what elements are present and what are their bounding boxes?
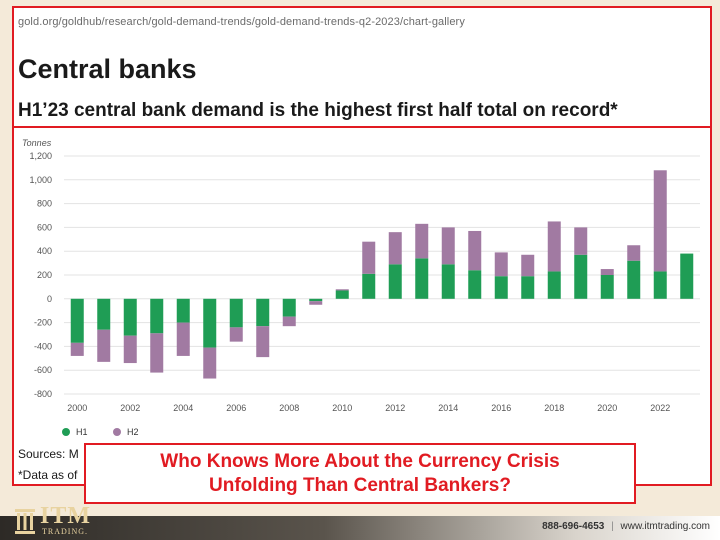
y-tick-label: 200 (37, 270, 52, 280)
contact-info: 888-696-4653 | www.itmtrading.com (542, 521, 710, 532)
x-tick-label: 2008 (279, 403, 299, 413)
y-tick-label: -600 (34, 365, 52, 375)
bar-h2 (123, 335, 137, 364)
bar-h1 (256, 298, 270, 327)
x-tick-label: 2004 (173, 403, 193, 413)
sources-note: Sources: M (18, 447, 79, 461)
callout-line-1: Who Knows More About the Currency Crisis (160, 450, 560, 472)
bar-h2 (97, 329, 111, 362)
bar-h1 (494, 276, 508, 299)
y-tick-label: 800 (37, 199, 52, 209)
central-bank-demand-chart: Tonnes1,2001,0008006004002000-200-400-60… (22, 138, 700, 437)
bar-h1 (97, 298, 111, 330)
bar-h1 (362, 273, 376, 299)
legend-h2-label: H2 (127, 427, 139, 437)
bar-h2 (627, 245, 641, 261)
itm-logo[interactable]: ITM TRADING. (8, 503, 100, 537)
y-tick-label: 0 (47, 294, 52, 304)
bar-h1 (574, 254, 588, 299)
bar-h1 (309, 298, 323, 302)
bar-h1 (150, 298, 164, 334)
bar-h2 (362, 241, 376, 274)
divider (12, 126, 712, 128)
bar-h2 (441, 227, 455, 265)
bar-h2 (256, 326, 270, 358)
legend-h1-label: H1 (76, 427, 88, 437)
bar-h2 (600, 269, 614, 275)
y-tick-label: -800 (34, 389, 52, 399)
bar-h2 (468, 230, 482, 271)
y-tick-label: -400 (34, 341, 52, 351)
bar-h2 (335, 289, 349, 291)
bar-h1 (335, 290, 349, 299)
bar-h2 (547, 221, 561, 272)
x-tick-label: 2016 (491, 403, 511, 413)
bar-h1 (627, 260, 641, 299)
bar-h1 (388, 264, 402, 299)
y-tick-label: 1,200 (29, 151, 52, 161)
separator: | (611, 521, 614, 532)
phone-number[interactable]: 888-696-4653 (542, 521, 605, 532)
bar-h1 (547, 271, 561, 299)
bar-h1 (203, 298, 217, 348)
bar-h1 (600, 275, 614, 299)
bar-h1 (282, 298, 296, 317)
x-tick-label: 2002 (120, 403, 140, 413)
x-tick-label: 2000 (67, 403, 87, 413)
bar-h2 (653, 170, 667, 272)
y-tick-label: 400 (37, 246, 52, 256)
bar-h2 (574, 227, 588, 255)
y-tick-label: 1,000 (29, 175, 52, 185)
headline-callout: Who Knows More About the Currency Crisis… (84, 443, 636, 504)
bar-h1 (176, 298, 190, 323)
bar-h2 (70, 342, 84, 356)
bar-h1 (229, 298, 243, 328)
bar-h1 (653, 271, 667, 299)
bar-h1 (123, 298, 137, 336)
bar-h2 (203, 347, 217, 379)
legend-h2-swatch (113, 428, 121, 436)
x-tick-label: 2014 (438, 403, 458, 413)
chart-card (12, 6, 712, 486)
y-tick-label: 600 (37, 222, 52, 232)
bar-h2 (415, 223, 429, 259)
bar-h2 (150, 333, 164, 373)
bar-h2 (521, 254, 535, 277)
legend-h1-swatch (62, 428, 70, 436)
bar-h2 (494, 252, 508, 277)
footer-bar (0, 516, 720, 540)
bar-h1 (680, 253, 694, 299)
website-link[interactable]: www.itmtrading.com (620, 521, 710, 532)
x-tick-label: 2012 (385, 403, 405, 413)
x-tick-label: 2006 (226, 403, 246, 413)
y-tick-label: -200 (34, 318, 52, 328)
bar-h1 (70, 298, 84, 343)
bar-h2 (309, 301, 323, 305)
bar-h1 (441, 264, 455, 299)
bar-h2 (388, 232, 402, 265)
bar-h2 (282, 316, 296, 327)
bar-h1 (521, 276, 535, 299)
bar-h2 (229, 327, 243, 342)
chart-subtitle: H1’23 central bank demand is the highest… (18, 100, 618, 121)
section-title: Central banks (18, 54, 197, 84)
data-note: *Data as of (18, 468, 78, 482)
page-url: gold.org/goldhub/research/gold-demand-tr… (18, 16, 465, 28)
x-tick-label: 2018 (544, 403, 564, 413)
logo-text: ITM (40, 503, 91, 529)
pillar-icon (15, 509, 35, 534)
bar-h1 (468, 270, 482, 299)
x-tick-label: 2022 (650, 403, 670, 413)
x-tick-label: 2020 (597, 403, 617, 413)
logo-subtext: TRADING. (42, 527, 88, 536)
bar-h1 (415, 258, 429, 299)
y-axis-title: Tonnes (22, 138, 52, 148)
bar-h2 (176, 322, 190, 356)
x-tick-label: 2010 (332, 403, 352, 413)
callout-line-2: Unfolding Than Central Bankers? (209, 474, 511, 496)
